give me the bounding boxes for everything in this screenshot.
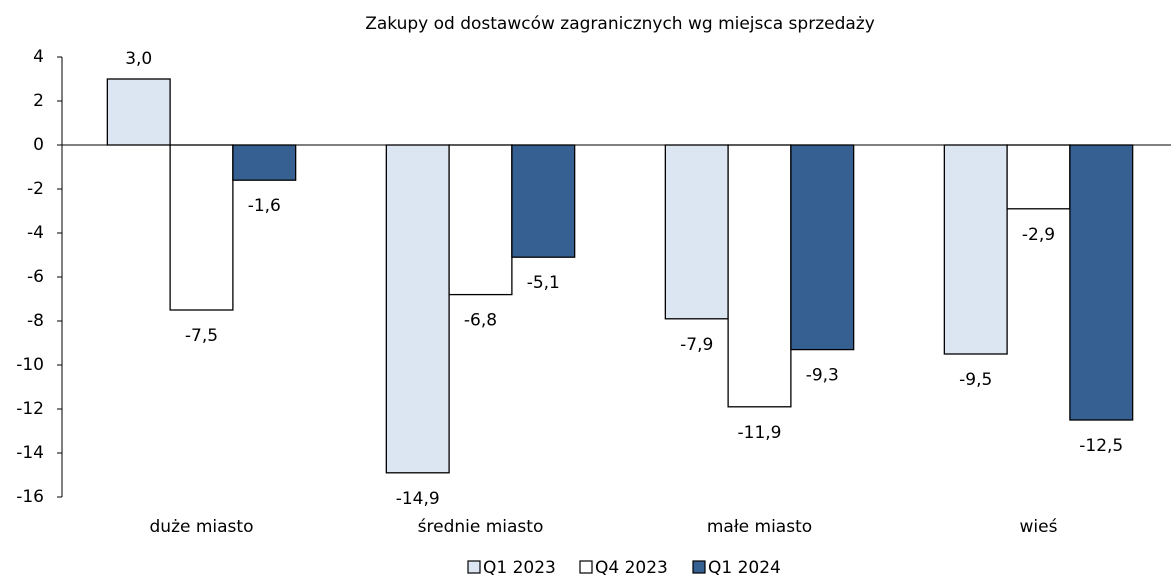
bar <box>385 144 450 474</box>
y-tick-label: -10 <box>16 355 44 375</box>
legend-swatch <box>467 560 481 574</box>
chart-title: Zakupy od dostawców zagranicznych wg mie… <box>365 14 875 34</box>
bar <box>727 144 792 408</box>
y-tick-label: -2 <box>27 179 44 199</box>
bar <box>943 144 1008 355</box>
bar <box>1006 144 1071 210</box>
data-label: -11,9 <box>738 423 782 443</box>
y-tick-label: 0 <box>33 135 44 155</box>
data-label: -6,8 <box>464 311 497 331</box>
data-label: -12,5 <box>1079 436 1123 456</box>
y-tick-label: 2 <box>33 91 44 111</box>
data-label: -7,9 <box>680 335 713 355</box>
bar <box>106 78 171 146</box>
legend-swatch <box>579 560 593 574</box>
legend-swatch <box>692 560 706 574</box>
x-tick-label: średnie miasto <box>418 517 544 537</box>
data-label: -7,5 <box>185 326 218 346</box>
x-tick-label: duże miasto <box>150 517 254 537</box>
y-tick-label: -4 <box>27 223 44 243</box>
y-tick-label: -8 <box>27 311 44 331</box>
data-label: 3,0 <box>125 49 152 69</box>
y-tick-label: -12 <box>16 399 44 419</box>
y-tick-label: 4 <box>33 47 44 67</box>
bar <box>448 144 513 296</box>
legend-label: Q1 2024 <box>708 558 781 578</box>
data-label: -5,1 <box>527 273 560 293</box>
bar <box>232 144 297 181</box>
legend-label: Q1 2023 <box>483 558 556 578</box>
y-tick-label: -6 <box>27 267 44 287</box>
data-label: -2,9 <box>1022 225 1055 245</box>
bar <box>169 144 234 311</box>
bar <box>664 144 729 320</box>
x-tick-label: wieś <box>1020 517 1058 537</box>
legend-label: Q4 2023 <box>595 558 668 578</box>
data-label: -9,3 <box>806 366 839 386</box>
data-label: -1,6 <box>248 196 281 216</box>
y-tick-label: -16 <box>16 487 44 507</box>
data-label: -9,5 <box>959 370 992 390</box>
x-tick-label: małe miasto <box>707 517 812 537</box>
bar <box>790 144 855 351</box>
bar <box>511 144 576 258</box>
y-tick-label: -14 <box>16 443 44 463</box>
data-label: -14,9 <box>396 489 440 509</box>
bar <box>1069 144 1134 421</box>
